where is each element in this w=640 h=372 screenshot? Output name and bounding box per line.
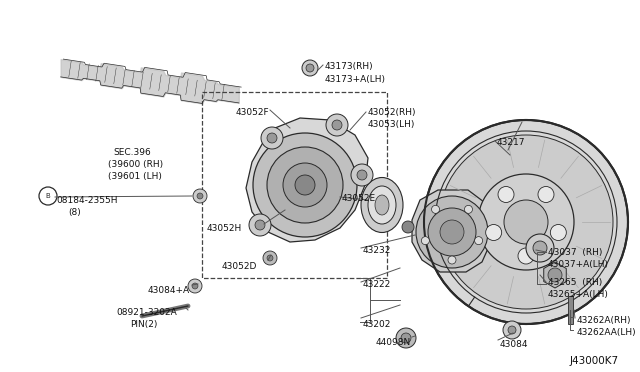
Ellipse shape <box>375 195 389 215</box>
Text: 43037  (RH): 43037 (RH) <box>548 248 602 257</box>
Circle shape <box>283 163 327 207</box>
Text: 43222: 43222 <box>363 280 391 289</box>
Circle shape <box>263 251 277 265</box>
Text: 43084: 43084 <box>500 340 529 349</box>
Text: 43265  (RH): 43265 (RH) <box>548 278 602 287</box>
Circle shape <box>416 196 488 268</box>
Text: 43173(RH): 43173(RH) <box>325 62 374 71</box>
Circle shape <box>504 200 548 244</box>
Circle shape <box>498 186 514 202</box>
Text: 43052(RH): 43052(RH) <box>368 108 417 117</box>
Text: 43262A(RH): 43262A(RH) <box>577 316 632 325</box>
Text: 43262AA(LH): 43262AA(LH) <box>577 328 637 337</box>
Circle shape <box>332 120 342 130</box>
Text: PIN(2): PIN(2) <box>130 320 157 329</box>
Text: 43202: 43202 <box>363 320 392 329</box>
Text: SEC.396: SEC.396 <box>113 148 151 157</box>
Circle shape <box>401 333 411 343</box>
Circle shape <box>396 328 416 348</box>
Ellipse shape <box>368 186 396 224</box>
Circle shape <box>261 127 283 149</box>
Polygon shape <box>544 262 566 288</box>
Circle shape <box>306 64 314 72</box>
Circle shape <box>478 174 574 270</box>
Circle shape <box>424 120 628 324</box>
Circle shape <box>326 114 348 136</box>
Ellipse shape <box>361 177 403 232</box>
Text: B: B <box>45 193 51 199</box>
Circle shape <box>428 208 476 256</box>
Text: (8): (8) <box>68 208 81 217</box>
Text: 43037+A(LH): 43037+A(LH) <box>548 260 609 269</box>
Circle shape <box>357 170 367 180</box>
Text: 43084+A: 43084+A <box>148 286 190 295</box>
Circle shape <box>249 214 271 236</box>
Circle shape <box>503 321 521 339</box>
Circle shape <box>439 135 613 309</box>
Circle shape <box>295 175 315 195</box>
Circle shape <box>193 189 207 203</box>
Circle shape <box>188 279 202 293</box>
Circle shape <box>548 268 562 282</box>
Circle shape <box>267 133 277 143</box>
Circle shape <box>475 237 483 245</box>
Text: 43052E: 43052E <box>342 194 376 203</box>
Bar <box>568 296 573 324</box>
Circle shape <box>192 283 198 289</box>
Circle shape <box>486 225 502 241</box>
Circle shape <box>267 147 343 223</box>
Polygon shape <box>412 190 490 272</box>
Circle shape <box>518 248 534 264</box>
Circle shape <box>431 205 440 214</box>
Circle shape <box>526 234 554 262</box>
Circle shape <box>197 193 203 199</box>
Text: 43265+A(LH): 43265+A(LH) <box>548 290 609 299</box>
Circle shape <box>440 220 464 244</box>
Text: (39600 (RH): (39600 (RH) <box>108 160 163 169</box>
Circle shape <box>267 255 273 261</box>
Circle shape <box>538 186 554 202</box>
Text: J43000K7: J43000K7 <box>570 356 619 366</box>
Circle shape <box>550 225 566 241</box>
Circle shape <box>533 241 547 255</box>
Text: 43052F: 43052F <box>236 108 269 117</box>
Text: 43053(LH): 43053(LH) <box>368 120 415 129</box>
Text: 44098N: 44098N <box>376 338 412 347</box>
Text: 08921-3202A: 08921-3202A <box>116 308 177 317</box>
Text: 43173+A(LH): 43173+A(LH) <box>325 75 386 84</box>
Circle shape <box>253 133 357 237</box>
Circle shape <box>448 256 456 264</box>
Text: 43052D: 43052D <box>222 262 257 271</box>
Text: 43232: 43232 <box>363 246 392 255</box>
Circle shape <box>421 237 429 245</box>
Text: 43052H: 43052H <box>207 224 243 233</box>
Circle shape <box>402 221 414 233</box>
Polygon shape <box>246 118 368 242</box>
Circle shape <box>302 60 318 76</box>
Circle shape <box>508 326 516 334</box>
Text: 43217: 43217 <box>497 138 525 147</box>
Circle shape <box>465 205 472 214</box>
Circle shape <box>351 164 373 186</box>
Text: (39601 (LH): (39601 (LH) <box>108 172 162 181</box>
Text: 08184-2355H: 08184-2355H <box>56 196 118 205</box>
Circle shape <box>255 220 265 230</box>
